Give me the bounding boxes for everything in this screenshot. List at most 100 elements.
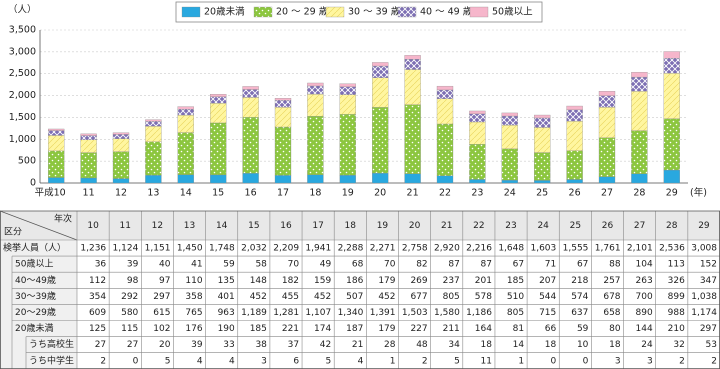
cell: 1,450 bbox=[177, 244, 203, 254]
col-header: 25 bbox=[570, 221, 581, 231]
bar-segment bbox=[501, 124, 518, 150]
cell: 71 bbox=[545, 260, 556, 270]
bar-segment bbox=[436, 85, 454, 91]
cell: 2,032 bbox=[241, 244, 267, 254]
bar-segment bbox=[80, 152, 97, 179]
legend-label: 20歳未満 bbox=[204, 6, 245, 18]
bar-segment bbox=[404, 59, 421, 70]
cell: 70 bbox=[384, 260, 396, 270]
cell: 297 bbox=[153, 292, 170, 302]
cell: 34 bbox=[448, 340, 460, 350]
cell: 3 bbox=[615, 356, 621, 366]
cell: 1,107 bbox=[305, 308, 331, 318]
bar-segment bbox=[663, 58, 680, 74]
cell: 174 bbox=[314, 324, 331, 334]
col-header: 29 bbox=[698, 221, 710, 231]
cell: 452 bbox=[314, 292, 331, 302]
legend-label: 30 ～ 39 歳 bbox=[348, 6, 401, 18]
cell: 2,101 bbox=[627, 244, 653, 254]
cell: 207 bbox=[539, 276, 556, 286]
cell: 544 bbox=[539, 292, 556, 302]
bar-segment bbox=[598, 176, 616, 184]
cell: 18 bbox=[545, 340, 557, 350]
cell: 237 bbox=[443, 276, 460, 286]
cell: 297 bbox=[700, 324, 717, 334]
x-tick-label: 13 bbox=[147, 188, 159, 199]
cell: 148 bbox=[250, 276, 267, 286]
cell: 40 bbox=[159, 260, 171, 270]
cell: 452 bbox=[250, 292, 267, 302]
cell: 10 bbox=[577, 340, 589, 350]
cell: 2 bbox=[679, 356, 685, 366]
cell: 27 bbox=[95, 340, 106, 350]
bar-segment bbox=[177, 132, 194, 175]
bar-segment bbox=[534, 180, 551, 184]
legend-swatch bbox=[181, 6, 201, 18]
x-tick-label: 15 bbox=[212, 188, 224, 199]
cell: 4 bbox=[358, 356, 364, 366]
cell: 104 bbox=[636, 260, 653, 270]
col-header: 13 bbox=[184, 221, 195, 231]
cell: 42 bbox=[320, 340, 331, 350]
bar-segment bbox=[339, 94, 356, 115]
row-label: 20～29歳 bbox=[15, 306, 56, 318]
y-tick-label: 3,000 bbox=[9, 46, 36, 57]
cell: 82 bbox=[416, 260, 427, 270]
y-tick-label: 2,500 bbox=[9, 68, 36, 79]
cell: 39 bbox=[191, 340, 203, 350]
cell: 269 bbox=[410, 276, 427, 286]
bar-segment bbox=[436, 175, 454, 184]
bar-segment bbox=[631, 76, 648, 92]
cell: 899 bbox=[668, 292, 685, 302]
bar-segment bbox=[663, 73, 680, 119]
cell: 211 bbox=[443, 324, 460, 334]
y-tick-label: 1,000 bbox=[9, 134, 36, 145]
bar-segment bbox=[372, 107, 389, 174]
cell: 658 bbox=[603, 308, 620, 318]
bar-segment bbox=[534, 152, 551, 181]
cell: 20 bbox=[159, 340, 171, 350]
cell: 152 bbox=[700, 260, 717, 270]
cell: 179 bbox=[378, 324, 395, 334]
bar-segment bbox=[145, 126, 162, 143]
cell: 110 bbox=[185, 276, 202, 286]
corner-diagonal bbox=[0, 210, 78, 241]
x-tick-label: 19 bbox=[342, 188, 354, 199]
cell: 102 bbox=[153, 324, 170, 334]
bar-segment bbox=[372, 172, 389, 184]
cell: 510 bbox=[507, 292, 524, 302]
cell: 48 bbox=[416, 340, 428, 350]
bar-segment bbox=[145, 175, 162, 184]
bar-segment bbox=[404, 69, 421, 105]
bar-segment bbox=[501, 179, 518, 184]
cell: 0 bbox=[583, 356, 589, 366]
bar-segment bbox=[145, 119, 162, 122]
bar-segment bbox=[112, 178, 130, 184]
col-header: 24 bbox=[537, 221, 549, 231]
cell: 221 bbox=[282, 324, 299, 334]
bar-segment bbox=[436, 98, 454, 125]
x-tick-label: 25 bbox=[536, 188, 548, 199]
cell: 58 bbox=[255, 260, 267, 270]
bar-segment bbox=[469, 121, 486, 145]
legend-swatch bbox=[325, 6, 345, 18]
row-label: うち高校生 bbox=[29, 338, 74, 350]
bar-segment bbox=[566, 105, 583, 111]
bar-segment bbox=[307, 93, 324, 117]
bar-segment bbox=[274, 175, 292, 184]
bar-segment bbox=[469, 144, 486, 180]
col-header: 16 bbox=[280, 221, 292, 231]
cell: 574 bbox=[571, 292, 588, 302]
bar-segment bbox=[48, 177, 65, 184]
cell: 401 bbox=[218, 292, 235, 302]
bar-segment bbox=[177, 174, 194, 184]
cell: 1,281 bbox=[273, 308, 299, 318]
col-header: 27 bbox=[634, 221, 645, 231]
bar-segment bbox=[404, 104, 421, 174]
cell: 0 bbox=[133, 356, 139, 366]
col-header: 17 bbox=[312, 221, 323, 231]
x-tick-label: 14 bbox=[180, 188, 192, 199]
data-table: 年次 区分 10 11 12 13 14 15 16 17 18 19 20 21 22 23 24 25 26… bbox=[0, 210, 720, 369]
cell: 59 bbox=[577, 324, 589, 334]
y-tick-label: 500 bbox=[18, 156, 36, 167]
